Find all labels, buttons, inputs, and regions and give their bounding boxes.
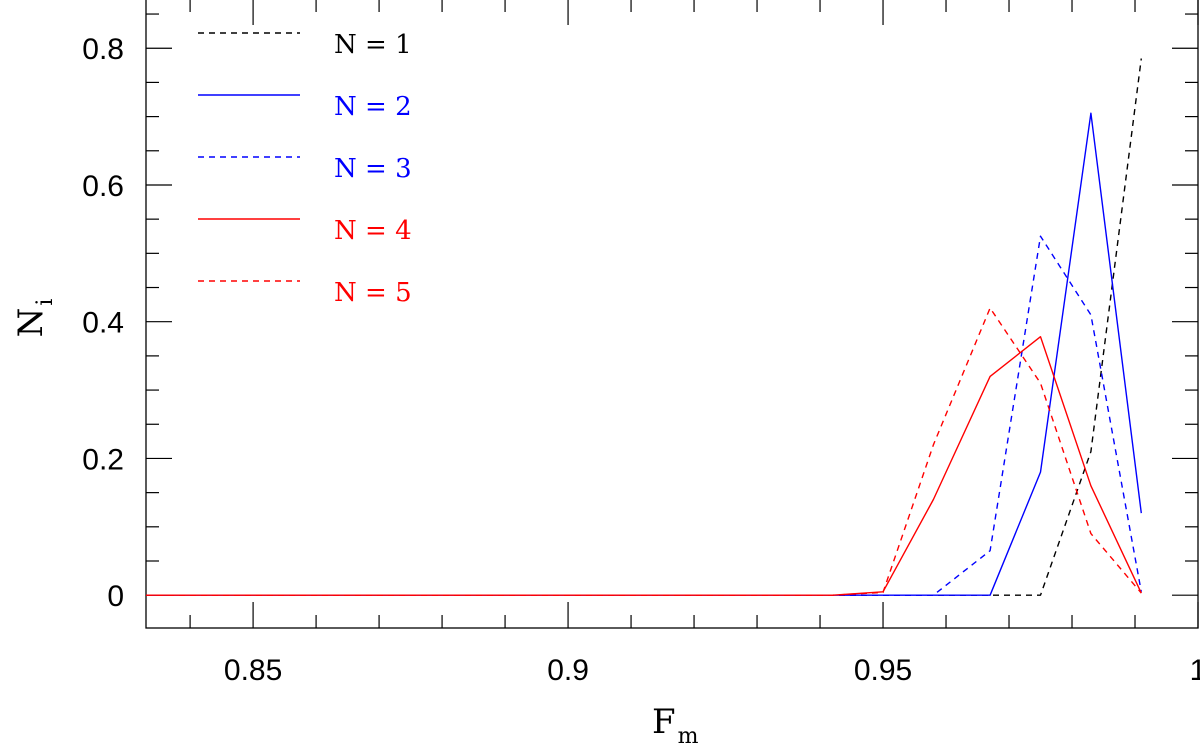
legend-label-5: N = 5: [334, 278, 412, 308]
legend: N = 1 N = 2 N = 3 N = 4 N = 5: [198, 30, 412, 308]
series-line-5: [146, 307, 1142, 596]
series-line-3: [146, 235, 1142, 596]
y-tick-label: 0.8: [82, 33, 124, 66]
legend-label-3: N = 3: [334, 154, 412, 184]
x-axis-title: Fm: [652, 702, 699, 747]
legend-label-2: N = 2: [334, 92, 412, 122]
x-tick-label: 0.9: [547, 654, 589, 687]
legend-label-4: N = 4: [334, 216, 412, 246]
y-axis-title-subscript: i: [33, 299, 58, 306]
series-line-4: [146, 336, 1142, 596]
series-line-1: [146, 58, 1142, 596]
x-axis-title-subscript: m: [678, 724, 699, 747]
y-tick-label: 0.4: [82, 307, 124, 340]
legend-label-1: N = 1: [334, 30, 412, 60]
x-tick-label: 0.85: [224, 654, 282, 687]
x-axis-title-main: F: [652, 702, 676, 742]
x-tick-label: 0.95: [854, 654, 912, 687]
series-line-2: [146, 112, 1142, 596]
axis-ticks: 0.85 0.9 0.95 1 0 0.2 0.4 0.6 0.8: [82, 0, 1200, 687]
y-tick-label: 0: [107, 580, 124, 613]
y-axis-title-main: N: [11, 308, 51, 338]
x-tick-label: 1: [1190, 654, 1200, 687]
y-axis-title: Ni: [11, 299, 58, 338]
y-tick-label: 0.6: [82, 170, 124, 203]
series-lines: [146, 58, 1142, 596]
plot-frame: [145, 0, 1199, 629]
y-tick-label: 0.2: [82, 443, 124, 476]
